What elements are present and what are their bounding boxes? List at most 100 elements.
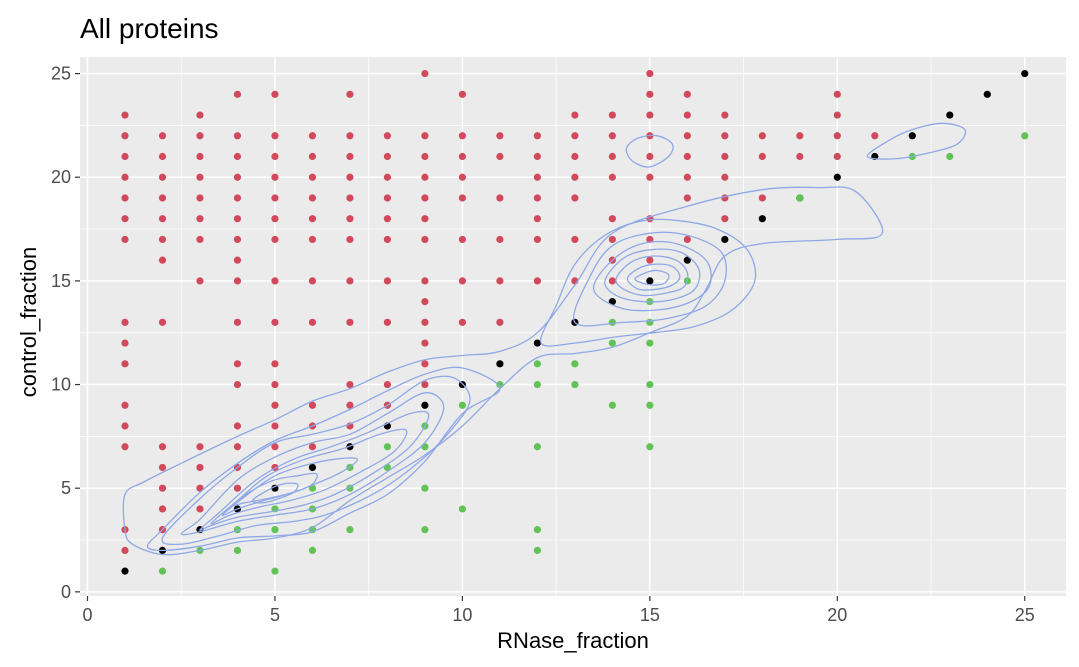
point-below-diagonal — [458, 505, 467, 513]
point-above-diagonal — [571, 132, 579, 140]
chart-title: All proteins — [80, 13, 219, 44]
point-above-diagonal — [458, 235, 467, 244]
point-above-diagonal — [233, 152, 242, 161]
density-contour — [626, 263, 681, 291]
point-above-diagonal — [233, 484, 242, 492]
point-above-diagonal — [796, 152, 804, 161]
point-on-diagonal — [683, 256, 691, 264]
point-above-diagonal — [683, 152, 691, 161]
point-above-diagonal — [233, 256, 242, 264]
point-above-diagonal — [233, 443, 242, 451]
point-above-diagonal — [458, 152, 467, 161]
point-above-diagonal — [158, 132, 167, 140]
point-above-diagonal — [721, 111, 729, 119]
density-contour — [199, 410, 430, 531]
point-above-diagonal — [308, 235, 317, 244]
point-above-diagonal — [421, 318, 429, 326]
point-below-diagonal — [533, 360, 541, 368]
density-contour — [573, 231, 728, 327]
point-above-diagonal — [496, 132, 504, 140]
point-above-diagonal — [721, 215, 729, 223]
point-above-diagonal — [271, 90, 279, 98]
x-tick-label: 25 — [1015, 605, 1035, 625]
point-above-diagonal — [833, 90, 841, 98]
point-above-diagonal — [383, 277, 392, 285]
point-above-diagonal — [121, 235, 129, 244]
point-above-diagonal — [308, 401, 317, 409]
point-above-diagonal — [833, 111, 841, 119]
density-contours — [122, 122, 967, 556]
density-contour — [592, 240, 712, 312]
point-above-diagonal — [346, 132, 354, 140]
point-above-diagonal — [608, 277, 616, 285]
point-above-diagonal — [683, 235, 691, 244]
x-tick-label: 20 — [827, 605, 847, 625]
y-tick-label: 25 — [51, 64, 71, 84]
point-above-diagonal — [608, 132, 616, 140]
point-below-diagonal — [383, 443, 392, 451]
point-above-diagonal — [608, 173, 616, 181]
point-above-diagonal — [346, 194, 354, 202]
point-above-diagonal — [721, 173, 729, 181]
point-on-diagonal — [758, 215, 766, 223]
density-contour — [634, 269, 670, 286]
point-above-diagonal — [533, 152, 541, 161]
point-on-diagonal — [1021, 69, 1029, 78]
point-above-diagonal — [721, 132, 729, 140]
y-axis: 0 5 10 15 20 25 — [51, 64, 80, 602]
point-above-diagonal — [308, 152, 317, 161]
point-above-diagonal — [383, 380, 392, 389]
point-above-diagonal — [646, 152, 654, 161]
point-on-diagonal — [646, 277, 654, 285]
point-above-diagonal — [346, 90, 354, 98]
point-above-diagonal — [458, 90, 467, 98]
point-above-diagonal — [758, 194, 766, 202]
point-above-diagonal — [683, 132, 691, 140]
point-above-diagonal — [196, 277, 204, 285]
point-above-diagonal — [271, 422, 279, 430]
point-above-diagonal — [271, 235, 279, 244]
point-above-diagonal — [571, 173, 579, 181]
point-above-diagonal — [121, 111, 129, 119]
point-above-diagonal — [383, 215, 392, 223]
point-above-diagonal — [308, 132, 317, 140]
point-above-diagonal — [571, 235, 579, 244]
point-above-diagonal — [421, 339, 429, 347]
point-above-diagonal — [458, 318, 467, 326]
point-above-diagonal — [383, 152, 392, 161]
point-above-diagonal — [833, 132, 841, 140]
point-above-diagonal — [158, 173, 167, 181]
point-above-diagonal — [421, 360, 429, 368]
point-above-diagonal — [271, 277, 279, 285]
point-on-diagonal — [608, 298, 616, 306]
point-above-diagonal — [721, 152, 729, 161]
point-below-diagonal — [308, 546, 317, 554]
point-above-diagonal — [158, 256, 167, 264]
density-contour — [625, 134, 674, 168]
point-above-diagonal — [308, 215, 317, 223]
density-contour — [122, 186, 884, 556]
y-tick-label: 10 — [51, 375, 71, 395]
point-above-diagonal — [158, 463, 167, 472]
point-below-diagonal — [271, 526, 279, 534]
minor-gridlines — [80, 57, 1066, 596]
point-above-diagonal — [196, 215, 204, 223]
point-above-diagonal — [346, 401, 354, 409]
x-axis: 0 5 10 15 20 25 — [82, 596, 1035, 625]
point-above-diagonal — [533, 215, 541, 223]
point-above-diagonal — [196, 235, 204, 244]
point-above-diagonal — [683, 111, 691, 119]
point-above-diagonal — [196, 152, 204, 161]
point-above-diagonal — [646, 111, 654, 119]
point-above-diagonal — [458, 194, 467, 202]
point-above-diagonal — [196, 505, 204, 513]
point-above-diagonal — [121, 422, 129, 430]
point-above-diagonal — [833, 152, 841, 161]
point-above-diagonal — [346, 215, 354, 223]
point-above-diagonal — [158, 215, 167, 223]
point-above-diagonal — [646, 173, 654, 181]
point-above-diagonal — [233, 277, 242, 285]
point-below-diagonal — [158, 567, 167, 575]
point-above-diagonal — [758, 132, 766, 140]
y-tick-label: 15 — [51, 271, 71, 291]
